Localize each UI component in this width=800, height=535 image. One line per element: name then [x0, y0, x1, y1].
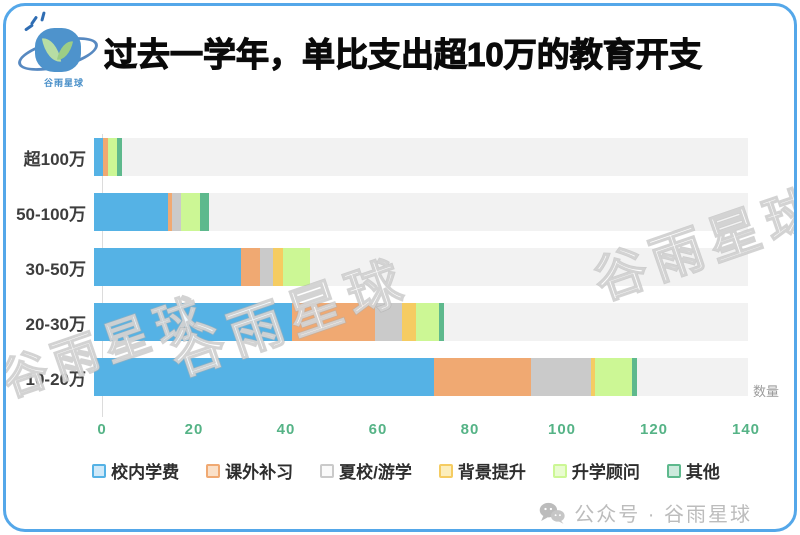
legend-label: 校内学费 [111, 463, 180, 482]
legend-swatch-icon [206, 463, 221, 478]
footer-text: 公众号 · 谷雨星球 [574, 504, 752, 526]
bar-segment-升学顾问 [595, 358, 633, 396]
bar-segment-课外补习 [167, 193, 173, 231]
bar-segment-背景提升 [273, 248, 283, 286]
legend-label: 课外补习 [225, 463, 294, 482]
legend-label: 夏校/游学 [339, 463, 412, 482]
bar-row: 50-100万 [6, 193, 794, 231]
bar-segment-升学顾问 [415, 303, 439, 341]
legend-label: 其他 [685, 463, 720, 482]
sparkle-icon [29, 15, 39, 26]
bar-segment-其他 [199, 193, 209, 231]
legend-swatch-icon [92, 463, 107, 478]
legend-swatch-icon [666, 463, 681, 478]
legend-item-其他: 其他 [666, 458, 720, 483]
bar-segment-课外补习 [291, 303, 375, 341]
chart-title: 过去一学年，单比支出超10万的教育开支 [103, 35, 702, 73]
bar-segment-升学顾问 [282, 248, 311, 286]
legend-item-校内学费: 校内学费 [92, 458, 179, 483]
bar-track [94, 248, 748, 286]
bar-segment-背景提升 [590, 358, 596, 396]
footer: 公众号 · 谷雨星球 [539, 498, 752, 527]
x-axis-ticks: 0 20 40 60 80 100 120 140 [97, 421, 759, 441]
x-axis-label: 数量 [753, 384, 780, 399]
bar-segment-课外补习 [241, 248, 260, 286]
leaf-icon [56, 38, 74, 63]
infographic-card: 谷雨星球 过去一学年，单比支出超10万的教育开支 超100万 50-100万 30-… [3, 3, 797, 532]
x-tick-label: 140 [731, 421, 761, 438]
logo-text: 谷雨星球 [43, 78, 84, 88]
bar-segment-校内学费 [94, 193, 168, 231]
planet-icon [35, 28, 81, 72]
legend-label: 升学顾问 [571, 463, 640, 482]
legend-item-升学顾问: 升学顾问 [552, 458, 640, 483]
legend-item-夏校/游学: 夏校/游学 [320, 458, 412, 483]
bar-segment-其他 [438, 303, 444, 341]
bar-row: 20-30万 [6, 303, 794, 341]
x-tick-label: 40 [276, 421, 296, 438]
bar-row: 30-50万 [6, 248, 794, 286]
y-axis-category-label: 50-100万 [16, 204, 86, 224]
bar-track [94, 193, 748, 231]
legend-swatch-icon [438, 463, 453, 478]
wechat-icon [539, 502, 565, 524]
legend-item-课外补习: 课外补习 [206, 458, 293, 483]
bar-segment-校内学费 [94, 138, 104, 176]
y-axis-category-label: 20-30万 [25, 314, 86, 334]
stacked-bar-chart: 超100万 50-100万 30-50万 20-30万 10-20万 0 20 40 60 80… [6, 134, 794, 438]
x-tick-label: 20 [184, 421, 204, 438]
bar-track [94, 303, 748, 341]
bar-segment-校内学费 [94, 248, 242, 286]
legend-label: 背景提升 [457, 463, 526, 482]
bar-segment-升学顾问 [107, 138, 117, 176]
x-tick-label: 100 [547, 421, 577, 438]
bar-segment-校内学费 [94, 303, 292, 341]
bar-segment-校内学费 [94, 358, 435, 396]
x-tick-label: 80 [460, 421, 480, 438]
bar-segment-其他 [116, 138, 122, 176]
plot-rows: 超100万 50-100万 30-50万 20-30万 10-20万 [6, 138, 794, 396]
bar-row: 10-20万 [6, 358, 794, 396]
legend-swatch-icon [552, 463, 567, 478]
bar-segment-升学顾问 [181, 193, 200, 231]
bar-segment-夏校/游学 [374, 303, 403, 341]
x-tick-label: 0 [97, 421, 107, 438]
chart-legend: 校内学费 课外补习 夏校/游学 背景提升 升学顾问 其他 [6, 458, 794, 483]
x-tick-label: 60 [368, 421, 388, 438]
bar-segment-夏校/游学 [259, 248, 274, 286]
y-axis-category-label: 10-20万 [25, 369, 86, 389]
legend-swatch-icon [320, 463, 335, 478]
bar-segment-夏校/游学 [172, 193, 182, 231]
bar-segment-夏校/游学 [530, 358, 591, 396]
sparkle-icon [40, 11, 46, 22]
bar-track [94, 138, 748, 176]
bar-row: 超100万 [6, 138, 794, 176]
y-axis-category-label: 超100万 [23, 149, 86, 169]
y-axis-category-label: 30-50万 [25, 259, 86, 279]
bar-segment-其他 [632, 358, 637, 396]
legend-item-背景提升: 背景提升 [438, 458, 526, 483]
x-tick-label: 120 [639, 421, 669, 438]
guyu-planet-logo: 谷雨星球 [14, 11, 102, 100]
bar-segment-课外补习 [434, 358, 531, 396]
bar-track [94, 358, 748, 396]
bar-segment-背景提升 [402, 303, 416, 341]
bar-segment-课外补习 [103, 138, 108, 176]
